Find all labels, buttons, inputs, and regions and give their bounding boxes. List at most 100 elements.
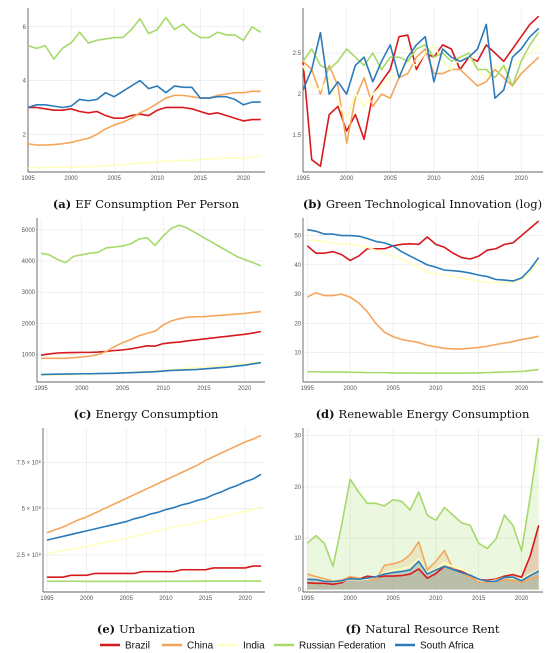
x-tick-label: 2005 — [116, 386, 130, 392]
y-tick-label: 20 — [294, 485, 301, 491]
panel-e: 1995 2000 2005 2010 2015 2020 2.5 × 10⁸ 5 × 10⁸… — [17, 428, 265, 636]
x-tick-label: 2005 — [386, 596, 400, 602]
y-tick-label: 40 — [294, 263, 301, 269]
series-line-south-africa — [46, 473, 262, 541]
series-line-russian-federation — [306, 438, 540, 568]
y-tick-label: 30 — [294, 434, 301, 440]
legend: Brazil China India Russian Federation South … — [100, 641, 474, 652]
legend-label: India — [243, 641, 265, 652]
x-tick-label: 2010 — [429, 386, 443, 392]
series-line-russian-federation — [40, 224, 262, 267]
y-tick-label: 2.5 × 10⁸ — [17, 552, 42, 559]
panel-caption: (b) Green Technological Innovation (log) — [303, 197, 542, 211]
x-tick-label: 2000 — [64, 176, 78, 182]
grid — [43, 428, 265, 592]
panel-caption-label: (e) — [97, 622, 119, 636]
y-tick-label: 7.5 × 10⁸ — [17, 459, 42, 466]
panel-caption: (f) Natural Resource Rent — [345, 622, 499, 636]
y-tick-label: 5 × 10⁸ — [22, 506, 42, 513]
series-line-south-africa — [302, 23, 540, 99]
panel-d: 1995 2000 2005 2010 2015 2020 10 20 30 40 50 (d) Re… — [294, 218, 543, 421]
y-tick-label: 1000 — [22, 353, 36, 359]
series-line-india — [302, 44, 540, 120]
x-tick-label: 2020 — [238, 596, 252, 602]
panel-caption: (a) EF Consumption Per Person — [53, 197, 240, 211]
x-tick-label: 1995 — [301, 386, 315, 392]
series-line-china — [41, 310, 262, 360]
panel-caption: (e) Urbanization — [97, 622, 196, 636]
panel-caption-title: Green Technological Innovation (log) — [326, 197, 542, 211]
y-tick-label: 2000 — [22, 321, 36, 327]
y-tick-label: 4000 — [22, 259, 36, 265]
panel-caption-title: EF Consumption Per Person — [75, 197, 240, 211]
panel-a: 1995 2000 2005 2010 2015 2020 2 4 6 (a) EF Consum… — [21, 8, 265, 211]
x-tick-label: 2020 — [515, 176, 529, 182]
panel-caption-title: Urbanization — [119, 622, 196, 636]
legend-label: Russian Federation — [299, 641, 386, 652]
x-tick-label: 2020 — [515, 386, 529, 392]
x-tick-label: 2015 — [194, 176, 208, 182]
y-tick-label: 3000 — [22, 290, 36, 296]
x-tick-label: 2000 — [75, 386, 89, 392]
x-tick-label: 2005 — [384, 176, 398, 182]
panel-caption-label: (d) — [316, 407, 339, 421]
series-line-china — [302, 48, 540, 145]
series-line-india — [307, 239, 540, 284]
series-line-india — [46, 506, 262, 554]
y-tick-label: 2 — [298, 92, 302, 98]
y-tick-label: 10 — [294, 351, 301, 357]
grid — [303, 428, 543, 592]
x-tick-label: 2015 — [199, 596, 213, 602]
x-tick-label: 1995 — [301, 596, 315, 602]
y-tick-label: 2 — [23, 132, 27, 138]
x-tick-label: 2000 — [80, 596, 94, 602]
y-tick-label: 20 — [294, 321, 301, 327]
series-line-china — [306, 291, 539, 350]
series-line-india — [27, 155, 261, 169]
legend-label: South Africa — [420, 641, 474, 652]
legend-label: China — [187, 641, 214, 652]
panel-caption-title: Natural Resource Rent — [365, 622, 500, 636]
panel-caption-label: (c) — [74, 407, 96, 421]
series-line-china — [307, 540, 539, 584]
panel-caption: (c) Energy Consumption — [74, 407, 219, 421]
panel-caption-label: (f) — [345, 622, 365, 636]
series-line-china — [46, 434, 262, 534]
area-russian-federation — [307, 438, 539, 590]
y-tick-label: 1.5 — [293, 133, 302, 139]
x-tick-label: 2010 — [427, 176, 441, 182]
x-tick-label: 2010 — [429, 596, 443, 602]
series-line-china — [27, 90, 261, 146]
y-tick-label: 4 — [23, 79, 27, 85]
panel-caption-title: Renewable Energy Consumption — [339, 407, 530, 421]
x-tick-label: 2020 — [237, 176, 251, 182]
y-tick-label: 2.5 — [293, 51, 302, 57]
x-tick-label: 2015 — [471, 176, 485, 182]
series-line-south-africa — [41, 361, 262, 376]
panel-caption: (d) Renewable Energy Consumption — [316, 407, 530, 421]
area-brazil — [307, 525, 539, 590]
x-tick-label: 2000 — [343, 386, 357, 392]
y-tick-label: 10 — [294, 536, 301, 542]
series-line-russian-federation — [27, 16, 262, 60]
panel-caption-title: Energy Consumption — [95, 407, 219, 421]
x-tick-label: 2005 — [120, 596, 134, 602]
panel-caption-label: (a) — [53, 197, 75, 211]
x-tick-label: 1995 — [34, 386, 48, 392]
legend-label: Brazil — [125, 641, 150, 652]
x-tick-label: 2020 — [515, 596, 529, 602]
panel-c: 1995 2000 2005 2010 2015 2020 1000 2000 3000 4000… — [22, 218, 265, 421]
x-tick-label: 2000 — [340, 176, 354, 182]
x-tick-label: 2020 — [238, 386, 252, 392]
y-tick-label: 50 — [294, 234, 301, 240]
y-tick-label: 30 — [294, 292, 301, 298]
grid — [27, 8, 265, 172]
series-line-brazil — [28, 106, 261, 122]
y-tick-label: 0 — [298, 587, 302, 593]
panel-b: 1995 2000 2005 2010 2015 2020 1.5 2 2.5 (b) Green… — [293, 8, 543, 211]
x-tick-label: 2010 — [151, 176, 165, 182]
x-tick-label: 2010 — [159, 596, 173, 602]
x-tick-label: 1995 — [40, 596, 54, 602]
panel-f: 1995 2000 2005 2010 2015 2020 0 10 20 30 (f) Natur… — [294, 428, 543, 636]
x-tick-label: 2015 — [472, 596, 486, 602]
